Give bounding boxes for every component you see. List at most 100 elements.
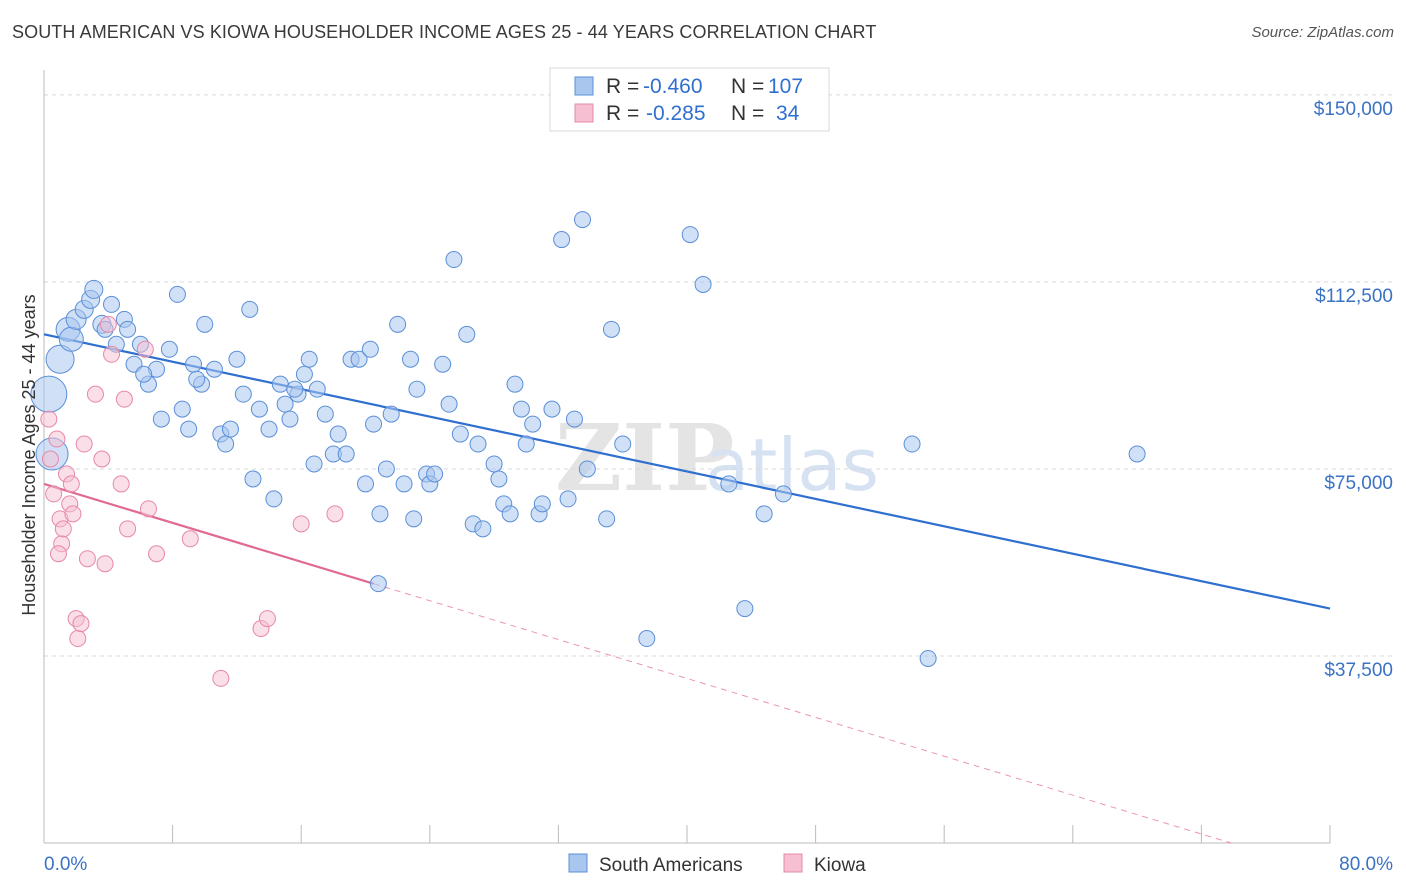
point-kiowa <box>93 450 111 468</box>
point-kiowa <box>212 669 230 687</box>
point-kiowa <box>41 450 59 468</box>
point-south-americans <box>135 365 153 383</box>
point-south-americans <box>458 325 476 343</box>
point-kiowa <box>326 505 344 523</box>
point-south-americans <box>736 600 754 618</box>
correlation-legend: R = -0.460 N = 107 R = -0.285 N = 34 <box>549 67 830 132</box>
point-south-americans <box>517 435 535 453</box>
point-south-americans <box>694 275 712 293</box>
point-south-americans <box>221 420 239 438</box>
point-south-americans <box>316 405 334 423</box>
point-south-americans <box>389 315 407 333</box>
point-kiowa <box>292 515 310 533</box>
point-kiowa <box>139 500 157 518</box>
point-south-americans <box>250 400 268 418</box>
point-south-americans <box>241 300 259 318</box>
point-south-americans <box>152 410 170 428</box>
point-south-americans <box>361 340 379 358</box>
point-south-americans <box>524 415 542 433</box>
y-axis-label: Householder Income Ages 25 - 44 years <box>19 294 39 615</box>
y-tick-label: $112,500 <box>1315 286 1393 307</box>
point-south-americans <box>485 455 503 473</box>
point-south-americans <box>84 279 104 299</box>
watermark-zip: ZIP <box>555 404 734 512</box>
series-legend-south-americans: South Americans <box>599 855 743 876</box>
point-kiowa <box>119 520 137 538</box>
point-south-americans <box>408 380 426 398</box>
series-legend-swatch-kiowa <box>783 853 803 873</box>
point-south-americans <box>774 485 792 503</box>
legend-n-value-2: 34 <box>776 102 800 125</box>
point-south-americans <box>45 344 75 374</box>
point-south-americans <box>265 490 283 508</box>
point-south-americans <box>337 445 355 463</box>
series-legend-kiowa: Kiowa <box>814 855 866 876</box>
point-south-americans <box>357 475 374 493</box>
legend-r-label-2: R = <box>606 102 639 125</box>
point-south-americans <box>720 475 738 493</box>
point-south-americans <box>300 350 318 368</box>
point-south-americans <box>103 295 121 313</box>
point-south-americans <box>903 435 921 453</box>
gridlines <box>44 94 1396 657</box>
point-south-americans <box>286 380 304 398</box>
point-south-americans <box>196 315 214 333</box>
point-south-americans <box>614 435 632 453</box>
point-south-americans <box>445 251 463 269</box>
point-south-americans <box>440 395 458 413</box>
point-south-americans <box>308 380 326 398</box>
y-tick-labels: $37,500 $75,000 $112,500 $150,000 <box>1314 99 1393 681</box>
point-south-americans <box>281 410 299 428</box>
point-south-americans <box>553 231 571 249</box>
point-south-americans <box>1128 445 1146 463</box>
point-south-americans <box>395 475 413 493</box>
source-label: Source: ZipAtlas.com <box>1251 24 1394 41</box>
point-south-americans <box>382 405 400 423</box>
point-south-americans <box>260 420 278 438</box>
point-south-americans <box>506 375 524 393</box>
point-south-americans <box>180 420 198 438</box>
point-south-americans <box>244 470 262 488</box>
point-south-americans <box>512 400 530 418</box>
point-kiowa <box>181 530 199 548</box>
point-kiowa <box>49 545 67 563</box>
x-tick-labels: 0.0% 80.0% <box>44 854 1393 875</box>
point-south-americans <box>574 211 592 229</box>
legend-r-label-1: R = <box>606 75 639 98</box>
point-south-americans <box>119 320 137 338</box>
point-kiowa <box>115 390 133 408</box>
point-south-americans <box>369 575 387 593</box>
point-south-americans <box>173 400 191 418</box>
point-kiowa <box>103 345 121 363</box>
legend-swatch-pink <box>574 103 594 123</box>
point-south-americans <box>350 350 368 368</box>
legend-r-value-2: -0.285 <box>646 102 706 125</box>
point-kiowa <box>48 430 66 448</box>
trend-line-kiowa <box>43 482 374 585</box>
point-south-americans <box>919 649 937 667</box>
point-south-americans <box>533 495 551 513</box>
point-south-americans <box>681 226 699 244</box>
point-south-americans <box>598 510 616 528</box>
x-tick-label: 0.0% <box>44 854 87 875</box>
point-south-americans <box>188 370 206 388</box>
point-kiowa <box>54 520 72 538</box>
point-kiowa <box>112 475 130 493</box>
point-south-americans <box>501 505 519 523</box>
point-south-americans <box>559 490 577 508</box>
point-south-americans <box>295 365 313 383</box>
legend-n-value-1: 107 <box>768 75 803 98</box>
point-kiowa <box>78 550 96 568</box>
point-south-americans <box>377 460 395 478</box>
point-south-americans <box>578 460 596 478</box>
point-south-americans <box>365 415 383 433</box>
x-tick-label: 80.0% <box>1339 854 1393 875</box>
point-south-americans <box>168 285 186 303</box>
point-south-americans <box>234 385 252 403</box>
point-south-americans <box>469 435 487 453</box>
point-south-americans <box>755 505 773 523</box>
point-south-americans <box>490 470 508 488</box>
point-south-americans <box>474 520 492 538</box>
y-tick-label: $150,000 <box>1314 99 1393 120</box>
